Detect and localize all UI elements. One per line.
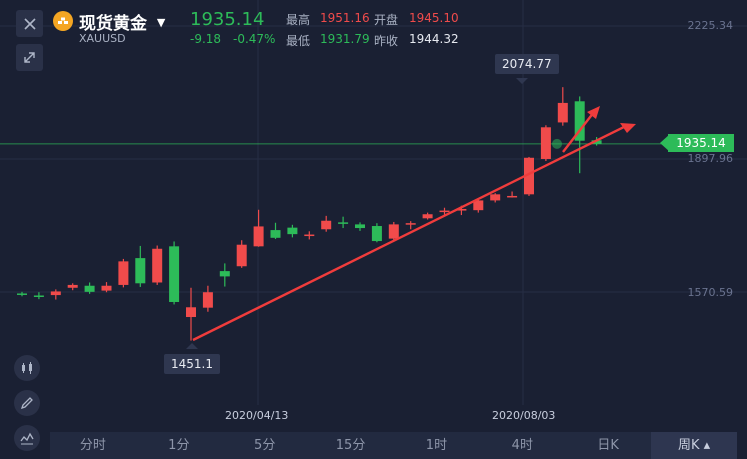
timeframe-bar: 分时 1分 5分 15分 1时 4时 日K 周K ▴	[50, 432, 737, 459]
instrument-symbol: XAUUSD	[79, 32, 126, 45]
instrument-name: 现货黄金	[79, 14, 147, 34]
candle-body	[219, 271, 230, 277]
candle-body	[355, 224, 365, 229]
candle-body	[574, 101, 585, 141]
low-callout-pointer	[186, 343, 198, 349]
y-tick-label: 1570.59	[687, 286, 734, 299]
trend-arrow-head	[587, 106, 600, 119]
expand-button[interactable]	[16, 44, 43, 71]
high-label: 最高	[286, 13, 311, 27]
timeframe-tab[interactable]: 分时	[79, 438, 106, 453]
candle-body	[33, 295, 44, 297]
close-button[interactable]	[16, 10, 43, 37]
open-value: 1945.10	[409, 11, 459, 25]
price-change: -9.18	[190, 32, 222, 46]
candle-body	[152, 248, 163, 283]
high-callout: 2074.77	[495, 54, 559, 74]
timeframe-tab[interactable]: 5分	[254, 438, 276, 453]
price-tag-arrow	[660, 134, 670, 152]
candle-body	[557, 102, 568, 123]
candle-body	[50, 291, 61, 296]
candle-body	[321, 220, 332, 230]
indicator-button[interactable]	[14, 425, 40, 451]
candle-body	[236, 244, 247, 267]
y-tick-label: 1897.96	[687, 152, 734, 165]
candle-body	[388, 224, 399, 239]
candle-body	[202, 292, 213, 308]
candle-body	[169, 246, 180, 302]
candle-body	[371, 226, 382, 242]
trend-arrow-head	[620, 123, 636, 133]
indicator-line-icon	[20, 432, 34, 445]
candle-body	[135, 258, 146, 284]
timeframe-tab[interactable]: 4时	[511, 438, 533, 453]
low-label: 最低	[286, 34, 311, 48]
close-icon	[23, 17, 36, 30]
candle-body	[591, 140, 602, 144]
candle-body	[101, 285, 112, 291]
prev-close-value: 1944.32	[409, 32, 459, 46]
candle-body	[473, 200, 484, 211]
candle-body	[253, 226, 264, 247]
candle-body	[84, 285, 95, 292]
y-tick-label: 2225.34	[687, 19, 734, 32]
candle-body	[439, 210, 450, 213]
candle-body	[490, 194, 501, 201]
open-label: 开盘	[374, 13, 399, 27]
high-callout-pointer	[516, 78, 528, 84]
current-price: 1935.14	[190, 9, 265, 30]
expand-icon	[24, 52, 35, 63]
candle-body	[456, 208, 467, 211]
candle-body	[405, 223, 416, 225]
trend-line	[192, 123, 629, 342]
high-value: 1951.16	[320, 11, 370, 25]
last-price-marker	[552, 138, 562, 149]
candle-body	[338, 222, 349, 224]
timeframe-tab[interactable]: 1时	[425, 438, 448, 453]
timeframe-tab[interactable]: 周K ▴	[651, 432, 737, 459]
candle-body	[304, 234, 315, 237]
caret-down-icon[interactable]: ▼	[156, 16, 166, 29]
last-price-tag: 1935.14	[668, 134, 734, 152]
candle-body	[270, 230, 281, 238]
candle-body	[422, 214, 433, 219]
trend-arrow	[562, 111, 595, 153]
low-callout: 1451.1	[164, 354, 220, 374]
candle-body	[186, 307, 196, 318]
timeframe-tab[interactable]: 日K	[597, 438, 619, 453]
x-tick-label: 2020/04/13	[225, 409, 289, 422]
candle-body	[287, 227, 298, 235]
candle-body	[67, 284, 78, 288]
timeframe-tab[interactable]: 1分	[168, 438, 190, 453]
low-value: 1931.79	[320, 32, 370, 46]
x-tick-label: 2020/08/03	[492, 409, 556, 422]
draw-tool-button[interactable]	[14, 390, 40, 416]
candle-body	[524, 157, 534, 195]
prev-close-label: 昨收	[374, 34, 399, 48]
candle-body	[540, 127, 551, 159]
pen-icon	[20, 397, 33, 410]
candle-body	[507, 195, 518, 198]
candlestick-icon	[22, 362, 32, 374]
price-change-pct: -0.47%	[233, 32, 276, 46]
timeframe-tab[interactable]: 15分	[335, 438, 366, 453]
candle-body	[118, 261, 129, 285]
candlestick-type-button[interactable]	[14, 355, 40, 381]
instrument-title[interactable]: 现货黄金 ▼	[79, 9, 165, 34]
gold-bars-icon	[53, 11, 73, 35]
candle-body	[17, 293, 27, 295]
